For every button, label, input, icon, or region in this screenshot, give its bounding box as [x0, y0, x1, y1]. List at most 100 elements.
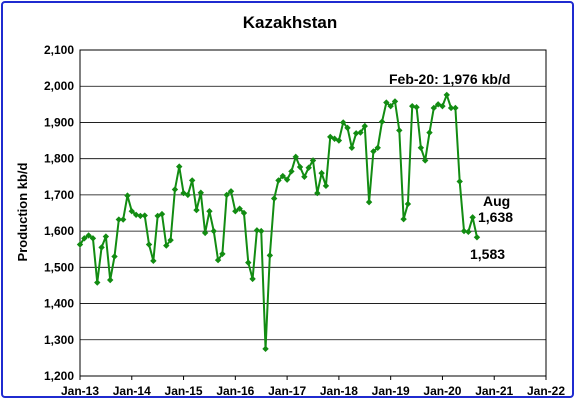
data-point — [370, 148, 377, 155]
x-tick-label: Jan-22 — [527, 384, 565, 398]
chart-title: Kazakhstan — [243, 13, 337, 32]
data-point — [219, 250, 226, 258]
y-tick-label: 2,000 — [44, 79, 74, 93]
data-point — [318, 169, 325, 177]
x-tick-label: Jan-21 — [475, 384, 513, 398]
data-point — [409, 102, 416, 110]
x-tick-label: Jan-17 — [268, 384, 306, 398]
y-tick-label: 1,900 — [44, 115, 74, 129]
data-point — [171, 186, 179, 193]
x-tick-label: Jan-16 — [216, 384, 254, 398]
data-point — [266, 252, 274, 259]
data-point — [417, 144, 425, 151]
data-point — [145, 241, 153, 248]
data-point — [132, 211, 140, 219]
data-point — [413, 104, 420, 111]
data-point — [288, 168, 295, 175]
data-point — [314, 189, 321, 197]
x-tick-label: Jan-20 — [423, 384, 461, 398]
data-point — [305, 164, 312, 171]
data-point — [232, 207, 239, 215]
data-point — [456, 178, 463, 185]
data-point — [270, 195, 278, 202]
data-point — [223, 191, 230, 199]
data-point — [383, 99, 390, 106]
data-point — [163, 242, 170, 249]
data-point — [430, 104, 438, 112]
data-point — [279, 172, 286, 180]
y-tick-label: 1,800 — [44, 152, 74, 166]
data-point — [378, 118, 386, 125]
data-point — [119, 216, 127, 223]
x-axis-ticks: Jan-13 Jan-14 Jan-15 Jan-16 Jan-17 Jan-18 Jan-… — [61, 376, 565, 398]
data-point — [452, 104, 459, 112]
data-point — [76, 241, 84, 248]
data-point — [426, 129, 433, 136]
data-point — [357, 129, 364, 136]
data-point — [352, 130, 360, 137]
data-point — [81, 235, 88, 242]
data-point — [176, 163, 183, 170]
data-point — [197, 189, 205, 196]
data-point — [184, 191, 192, 199]
data-point — [94, 279, 101, 286]
y-tick-label: 1,200 — [44, 369, 74, 383]
data-point — [107, 276, 114, 284]
data-point — [227, 188, 235, 195]
data-point — [193, 206, 200, 214]
data-point — [111, 253, 118, 260]
data-point — [137, 212, 144, 220]
data-point — [465, 228, 472, 236]
data-point — [331, 135, 338, 142]
data-point — [396, 127, 403, 134]
last-month-annotation: Aug — [483, 193, 510, 209]
data-point — [439, 102, 446, 110]
low-value-annotation: 1,583 — [470, 246, 505, 262]
series-points — [76, 91, 481, 353]
data-point — [387, 102, 394, 110]
peak-annotation: Feb-20: 1,976 kb/d — [389, 71, 510, 87]
data-point — [89, 235, 97, 242]
chart-frame — [1, 1, 574, 398]
x-tick-label: Jan-19 — [372, 384, 410, 398]
data-point — [167, 236, 174, 244]
data-point — [301, 173, 308, 180]
data-point — [361, 122, 368, 130]
y-tick-label: 1,500 — [44, 260, 74, 274]
data-point — [201, 229, 209, 237]
data-point — [322, 182, 330, 190]
y-axis-label: Production kb/d — [15, 162, 30, 261]
data-point — [158, 210, 166, 218]
data-point — [249, 275, 256, 283]
plot-area — [79, 49, 547, 377]
data-point — [214, 256, 222, 264]
data-point — [275, 177, 282, 184]
data-point — [469, 214, 476, 221]
data-point — [400, 215, 407, 223]
data-point — [124, 192, 131, 199]
data-point — [283, 176, 291, 183]
data-point — [102, 233, 110, 240]
y-axis-ticks: 1,200 1,300 1,400 1,500 1,600 1,700 1,800 1,900… — [44, 43, 74, 383]
x-tick-label: Jan-15 — [165, 384, 203, 398]
data-point — [115, 216, 123, 223]
y-tick-label: 1,400 — [44, 297, 74, 311]
data-point — [141, 212, 148, 219]
data-point — [296, 163, 304, 171]
data-point — [128, 207, 135, 215]
data-point — [473, 234, 481, 241]
x-tick-label: Jan-18 — [320, 384, 358, 398]
data-point — [240, 209, 248, 217]
data-point — [262, 345, 269, 353]
data-point — [253, 227, 261, 234]
data-point — [460, 227, 468, 235]
data-point — [447, 104, 455, 112]
data-point — [421, 157, 429, 164]
data-point — [85, 232, 92, 239]
y-tick-label: 1,600 — [44, 224, 74, 238]
y-tick-label: 1,300 — [44, 333, 74, 347]
data-point — [335, 137, 343, 144]
data-point — [404, 200, 412, 208]
data-point — [210, 227, 217, 235]
